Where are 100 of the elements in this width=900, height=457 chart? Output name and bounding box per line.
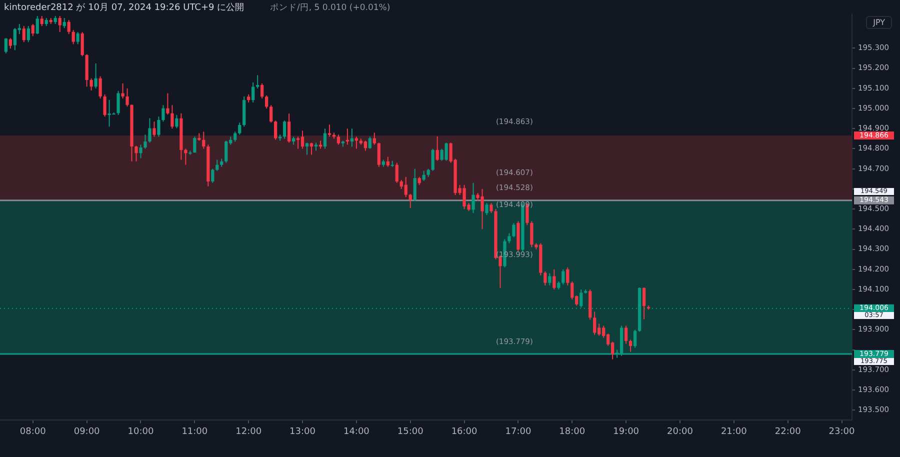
x-tick-label: 13:00 [290, 426, 316, 437]
candlestick [36, 16, 39, 35]
candlestick [530, 220, 534, 248]
candlestick [116, 90, 120, 116]
candlestick [490, 202, 493, 214]
candlestick [184, 148, 188, 166]
x-tick-label: 08:00 [20, 426, 46, 437]
candlestick [224, 140, 228, 164]
x-tick-label: 21:00 [720, 426, 748, 437]
candlestick [175, 114, 178, 129]
candlestick [193, 136, 196, 154]
candlestick [98, 76, 102, 99]
x-tick-label: 19:00 [613, 426, 640, 437]
candlestick [80, 32, 84, 57]
candlestick [413, 168, 416, 202]
candlestick [633, 329, 637, 348]
candlestick [40, 16, 44, 27]
x-tick-label: 16:00 [451, 426, 478, 437]
candlestick [103, 94, 106, 118]
candlestick [296, 136, 300, 150]
candlestick [58, 16, 62, 33]
candlestick [139, 144, 142, 159]
x-tick-label: 23:00 [828, 426, 855, 437]
candlestick [287, 113, 291, 144]
candlestick [211, 168, 214, 184]
candlestick [134, 145, 138, 162]
candlestick [566, 266, 570, 286]
candlestick [282, 120, 286, 140]
candlestick [436, 136, 439, 162]
candlestick [485, 202, 488, 216]
candlestick [256, 74, 260, 89]
candlestick [372, 132, 376, 146]
candlestick [26, 26, 30, 43]
candlestick [162, 104, 165, 122]
candlestick [552, 268, 556, 290]
candlestick [300, 130, 304, 150]
y-axis-title: JPY [866, 16, 892, 29]
candlestick [346, 128, 350, 146]
candlestick [408, 193, 412, 209]
candlestick [386, 156, 390, 168]
candlestick [144, 134, 147, 150]
candlestick [377, 142, 380, 168]
candlestick [512, 222, 516, 238]
x-tick-label: 15:00 [397, 426, 424, 437]
x-tick-label: 17:00 [505, 426, 532, 437]
candlestick [350, 128, 354, 148]
candlestick [264, 94, 268, 110]
candlestick [166, 92, 170, 116]
candlestick [126, 88, 129, 107]
candlestick [22, 26, 26, 43]
candlestick [90, 78, 93, 91]
candlestick [238, 122, 242, 136]
candlestick [368, 136, 372, 150]
candlestick [202, 131, 206, 150]
candlestick [8, 38, 12, 50]
chart-title: kintoreder2812 が 10月 07, 2024 19:26 UTC+9 に公開 [4, 2, 244, 14]
candlestick [544, 270, 547, 286]
candlestick [562, 268, 565, 285]
candlestick [170, 104, 174, 130]
candlestick [305, 142, 309, 156]
candlestick [152, 121, 156, 138]
candlestick [269, 104, 273, 124]
candlestick [310, 142, 314, 156]
candlestick [234, 131, 237, 142]
candlestick [642, 286, 646, 320]
chart-subtitle: ポンド/円, 5 0.010 (+0.01%) [270, 2, 390, 14]
candlestick [4, 38, 8, 54]
candlestick [260, 82, 264, 99]
candlestick [121, 82, 124, 99]
candlestick [472, 182, 475, 214]
candlestick [31, 24, 34, 37]
candlestick [94, 62, 98, 89]
candlestick [593, 311, 596, 336]
candlestick [157, 116, 160, 138]
candlestick [274, 120, 278, 140]
x-tick-label: 18:00 [559, 426, 586, 437]
candlestick [323, 128, 327, 150]
candlestick [628, 339, 632, 352]
x-tick-label: 20:00 [667, 426, 694, 437]
x-tick-label: 10:00 [128, 426, 154, 437]
candlestick [62, 18, 66, 29]
candlestick [395, 162, 398, 184]
candlestick [252, 82, 255, 103]
x-tick-label: 12:00 [236, 426, 262, 437]
candlestick [148, 118, 152, 144]
candlestick [72, 30, 75, 45]
candlestick [76, 32, 80, 45]
x-tick-label: 09:00 [74, 426, 100, 437]
candlestick [431, 148, 434, 172]
candlestick [548, 272, 552, 286]
candlestick [336, 134, 340, 146]
candlestick [624, 325, 628, 344]
candlestick [570, 280, 574, 300]
candlestick [328, 124, 332, 138]
candlestick [508, 232, 511, 244]
x-tick-label: 22:00 [774, 426, 802, 437]
x-tick-label: 14:00 [343, 426, 370, 437]
candlestick [404, 176, 408, 198]
candlestick [364, 140, 367, 152]
candlestick [67, 20, 70, 35]
